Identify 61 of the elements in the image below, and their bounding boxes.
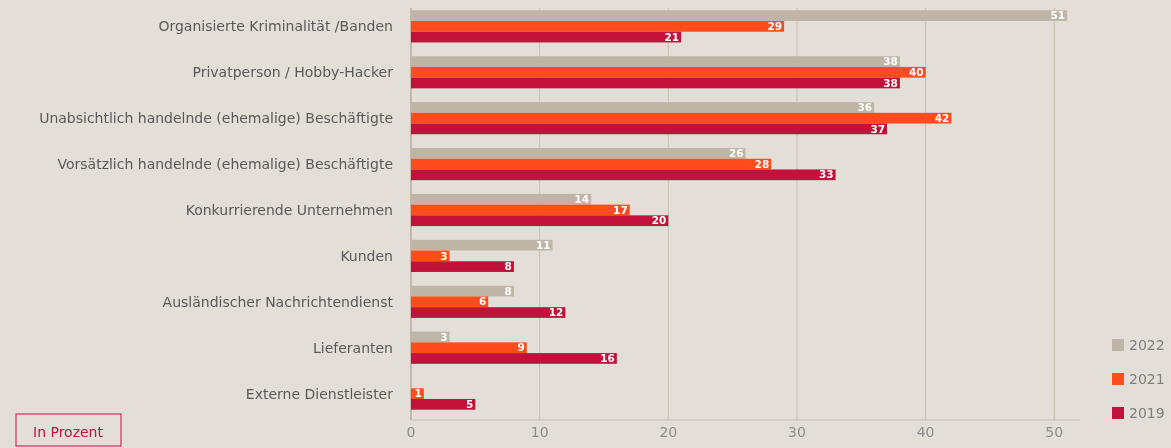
data-label: 38: [883, 55, 898, 68]
x-tick-label: 50: [1045, 424, 1064, 440]
data-label: 29: [767, 20, 783, 33]
data-label: 16: [600, 352, 615, 365]
data-label: 5: [466, 398, 474, 411]
data-label: 40: [908, 65, 924, 78]
data-label: 36: [857, 101, 873, 114]
bar: [411, 307, 566, 318]
data-label: 3: [440, 330, 448, 343]
data-label: 12: [548, 306, 564, 319]
bar: [411, 353, 617, 364]
data-label: 8: [504, 284, 512, 297]
x-tick-label: 10: [530, 424, 549, 440]
x-tick-label: 40: [916, 424, 935, 440]
data-label: 20: [651, 214, 667, 227]
legend-label: 2019: [1129, 404, 1165, 421]
data-label: 33: [818, 168, 834, 181]
data-label: 11: [535, 238, 551, 251]
legend-label: 2022: [1129, 336, 1165, 353]
legend-label: 2021: [1129, 370, 1165, 387]
y-tick-label: Kunden: [340, 247, 393, 264]
data-label: 8: [504, 260, 512, 273]
y-tick-label: Konkurrierende Unternehmen: [185, 201, 393, 218]
x-tick-label: 30: [788, 424, 806, 440]
bar: [411, 77, 900, 89]
y-tick-label: Vorsätzlich handelnde (ehemalige) Beschäftigte: [57, 155, 393, 172]
bar: [411, 169, 836, 181]
data-label: 21: [664, 30, 680, 43]
bar: [411, 215, 669, 227]
data-label: 17: [613, 203, 628, 216]
bar: [411, 398, 476, 410]
y-tick-label: Privatperson / Hobby-Hacker: [192, 64, 394, 81]
x-tick-label: 20: [659, 424, 678, 440]
y-tick-label: Externe Dienstleister: [245, 385, 394, 402]
data-label: 6: [478, 295, 487, 308]
data-label: 42: [934, 111, 950, 124]
data-label: 14: [574, 192, 590, 205]
bar: [411, 342, 527, 354]
bar: [411, 158, 772, 170]
data-label: 3: [440, 249, 448, 262]
y-tick-label: Ausländischer Nachrichtendienst: [162, 293, 394, 310]
y-tick-label: Lieferanten: [312, 339, 393, 356]
bar: [411, 204, 630, 216]
data-label: 26: [728, 147, 744, 160]
data-label: 37: [870, 122, 886, 135]
data-label: 38: [883, 76, 898, 89]
data-label: 51: [1050, 9, 1066, 22]
data-label: 1: [414, 387, 422, 400]
y-tick-label: Unabsichtlich handelnde (ehemalige) Beschäftigte: [39, 110, 393, 127]
bar: [411, 31, 682, 43]
x-tick-label: 0: [406, 424, 416, 440]
text: In Prozent: [33, 423, 104, 440]
bar: [411, 123, 888, 135]
bar: [411, 261, 514, 272]
data-label: 9: [517, 341, 525, 354]
bar: [411, 112, 952, 124]
bar: [411, 21, 785, 32]
y-tick-label: Organisierte Kriminalität /Banden: [158, 18, 393, 35]
bar: [411, 66, 926, 78]
data-label: 28: [754, 157, 770, 170]
bar: [411, 296, 489, 308]
